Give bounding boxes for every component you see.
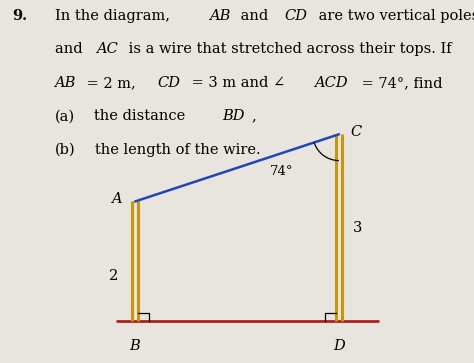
Text: (a): (a) — [55, 109, 74, 123]
Text: and: and — [55, 42, 87, 57]
Text: = 74°, find: = 74°, find — [357, 76, 443, 90]
Text: AC: AC — [96, 42, 118, 57]
Text: CD: CD — [284, 9, 307, 23]
Text: is a wire that stretched across their tops. If: is a wire that stretched across their to… — [124, 42, 452, 57]
Text: A: A — [111, 192, 121, 205]
Text: AB: AB — [55, 76, 76, 90]
Text: CD: CD — [157, 76, 181, 90]
Text: = 3 m and ∠: = 3 m and ∠ — [187, 76, 285, 90]
Text: and: and — [237, 9, 273, 23]
Text: D: D — [333, 339, 345, 353]
Text: = 2 m,: = 2 m, — [82, 76, 140, 90]
Text: BD: BD — [222, 109, 245, 123]
Text: 3: 3 — [353, 221, 362, 235]
Text: ACD: ACD — [314, 76, 347, 90]
Text: 74°: 74° — [270, 165, 293, 178]
Text: 9.: 9. — [12, 9, 27, 23]
Text: ,: , — [251, 109, 256, 123]
Text: In the diagram,: In the diagram, — [55, 9, 174, 23]
Text: are two vertical poles: are two vertical poles — [314, 9, 474, 23]
Text: (b): (b) — [55, 143, 75, 157]
Text: the length of the wire.: the length of the wire. — [81, 143, 261, 157]
Text: C: C — [351, 126, 362, 139]
Text: AB: AB — [209, 9, 230, 23]
Text: the distance: the distance — [81, 109, 191, 123]
Text: B: B — [130, 339, 140, 353]
Text: 2: 2 — [109, 269, 118, 283]
